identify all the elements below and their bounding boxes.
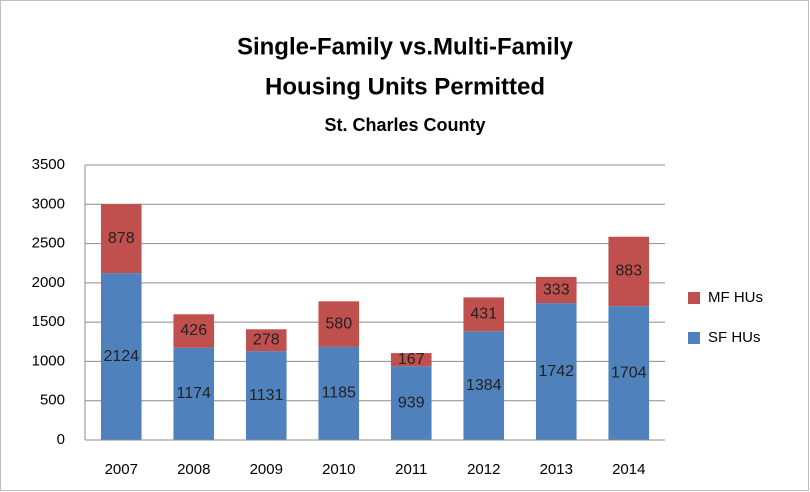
bar-segment: [390, 353, 432, 367]
bar-segment: [245, 351, 287, 440]
legend-swatch: [688, 332, 700, 344]
y-tick-label: 2500: [32, 235, 65, 252]
x-tick-label: 2011: [395, 461, 427, 478]
bar-segment: [100, 204, 142, 274]
data-label: 1131: [249, 387, 284, 404]
bar-segment: [535, 303, 577, 440]
bar-segment: [463, 297, 505, 332]
bar-segment: [173, 347, 215, 440]
data-label: 580: [325, 315, 352, 332]
legend-swatch: [688, 292, 700, 304]
y-tick-label: 1000: [32, 352, 65, 369]
bar-segment: [318, 346, 360, 440]
data-label: 167: [398, 351, 425, 368]
data-label: 2124: [103, 348, 139, 365]
data-label: 1185: [322, 385, 357, 402]
data-label: 1742: [538, 363, 574, 380]
data-label: 883: [615, 263, 642, 280]
x-tick-label: 2013: [540, 461, 573, 478]
bar-segment: [535, 276, 577, 304]
y-tick-label: 500: [40, 392, 65, 409]
y-tick-label: 3000: [32, 195, 65, 212]
bar-segment: [608, 236, 650, 307]
data-label: 1384: [466, 377, 502, 394]
data-label: 1174: [177, 385, 212, 402]
chart-title: Single-Family vs.Multi-Family: [237, 33, 574, 60]
y-tick-label: 3500: [32, 156, 65, 173]
data-label: 426: [180, 322, 207, 339]
chart-title: Housing Units Permitted: [265, 73, 545, 100]
data-label: 278: [253, 331, 280, 348]
x-tick-label: 2014: [612, 461, 645, 478]
data-label: 1704: [611, 364, 647, 381]
data-label: 878: [108, 230, 135, 247]
bar-segment: [463, 331, 505, 440]
bar-segment: [390, 366, 432, 440]
bar-segment: [173, 314, 215, 348]
legend-label: SF HUs: [708, 329, 761, 346]
data-label: 333: [543, 281, 570, 298]
x-tick-label: 2010: [322, 461, 355, 478]
bar-segment: [100, 273, 142, 440]
data-label: 431: [470, 306, 497, 323]
x-tick-label: 2012: [467, 461, 500, 478]
legend-label: MF HUs: [708, 289, 763, 306]
y-tick-label: 2000: [32, 274, 65, 291]
data-label: 939: [398, 394, 425, 411]
bar-segment: [318, 301, 360, 347]
y-tick-label: 0: [57, 431, 65, 448]
x-tick-label: 2007: [105, 461, 138, 478]
bar-segment: [608, 306, 650, 440]
chart-subtitle: St. Charles County: [324, 115, 485, 135]
x-tick-label: 2008: [177, 461, 210, 478]
bar-segment: [245, 329, 287, 352]
y-tick-label: 1500: [32, 313, 65, 330]
x-tick-label: 2009: [250, 461, 283, 478]
